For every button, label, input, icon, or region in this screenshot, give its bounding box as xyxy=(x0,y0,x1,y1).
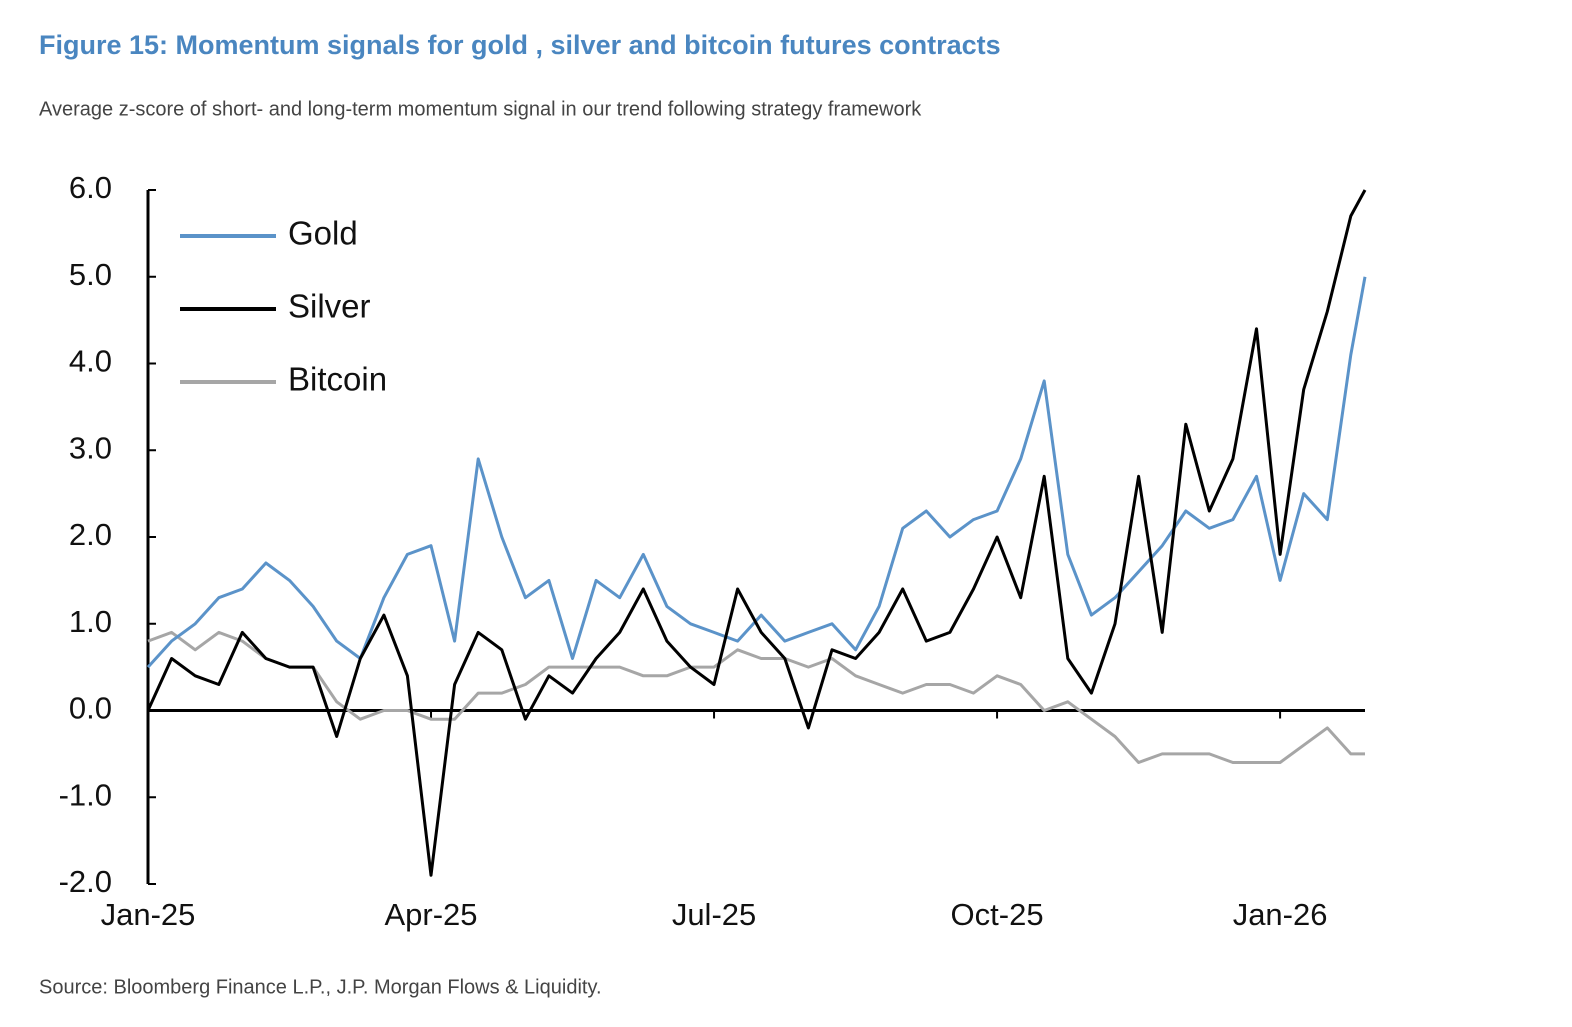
legend-label: Silver xyxy=(288,288,371,325)
y-tick-label: 3.0 xyxy=(69,430,112,465)
x-tick-label: Jan-25 xyxy=(101,897,196,932)
legend-label: Gold xyxy=(288,215,358,252)
x-tick-label: Oct-25 xyxy=(951,897,1044,932)
series-line xyxy=(146,189,1367,877)
series-line xyxy=(147,630,1365,764)
x-tick-label: Apr-25 xyxy=(384,897,477,932)
chart-subtitle: Average z-score of short- and long-term … xyxy=(39,98,922,120)
y-tick-label: 5.0 xyxy=(69,257,112,292)
y-tick-label: -2.0 xyxy=(59,864,112,899)
x-tick-label: Jan-26 xyxy=(1233,897,1328,932)
y-tick-label: 0.0 xyxy=(69,691,112,726)
y-tick-label: 1.0 xyxy=(69,604,112,639)
chart-title: Figure 15: Momentum signals for gold , s… xyxy=(39,30,1001,60)
legend-label: Bitcoin xyxy=(288,361,387,398)
x-tick-label: Jul-25 xyxy=(672,897,756,932)
y-tick-label: -1.0 xyxy=(59,777,112,812)
y-tick-label: 4.0 xyxy=(69,344,112,379)
series-line xyxy=(146,276,1367,669)
source-note: Source: Bloomberg Finance L.P., J.P. Mor… xyxy=(39,976,602,998)
y-tick-label: 6.0 xyxy=(69,170,112,205)
y-tick-label: 2.0 xyxy=(69,517,112,552)
